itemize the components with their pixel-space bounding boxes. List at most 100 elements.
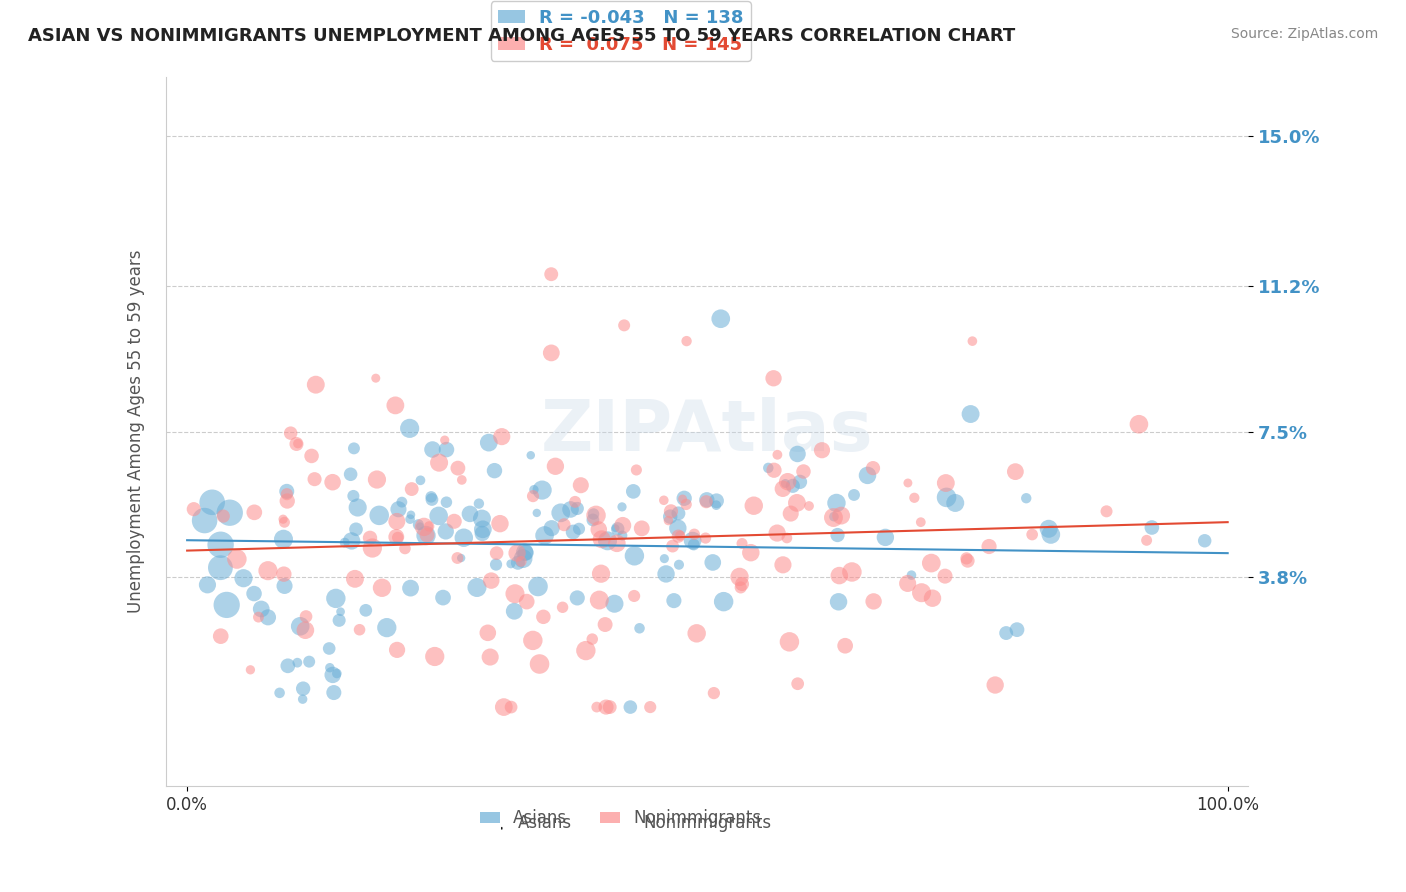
Asians: [1140, 520, 1163, 534]
Nonimmigrants: [491, 430, 513, 444]
Asians: [515, 546, 537, 560]
Asians: [612, 528, 634, 542]
Nonimmigrants: [510, 554, 533, 568]
Asians: [1038, 522, 1060, 536]
Nonimmigrants: [675, 498, 697, 512]
Asians: [499, 557, 522, 571]
Nonimmigrants: [273, 567, 295, 582]
Asians: [450, 551, 472, 566]
Nonimmigrants: [675, 334, 697, 348]
Asians: [319, 661, 342, 675]
Asians: [567, 591, 589, 605]
Asians: [471, 511, 494, 525]
Asians: [959, 407, 981, 421]
Nonimmigrants: [613, 318, 636, 333]
Nonimmigrants: [862, 461, 884, 475]
Asians: [935, 491, 957, 505]
Asians: [318, 641, 340, 656]
Nonimmigrants: [984, 678, 1007, 692]
Asians: [273, 579, 295, 593]
Asians: [292, 681, 315, 696]
Asians: [827, 595, 849, 609]
Nonimmigrants: [295, 609, 318, 624]
Nonimmigrants: [489, 516, 512, 531]
Nonimmigrants: [659, 504, 682, 518]
Nonimmigrants: [501, 700, 523, 714]
Asians: [322, 668, 344, 682]
Nonimmigrants: [322, 475, 344, 490]
Nonimmigrants: [695, 494, 717, 508]
Asians: [568, 522, 591, 536]
Nonimmigrants: [359, 531, 381, 545]
Asians: [995, 626, 1018, 640]
Nonimmigrants: [766, 526, 789, 541]
Asians: [1015, 491, 1038, 506]
Asians: [458, 507, 481, 521]
Asians: [582, 513, 605, 527]
Nonimmigrants: [1021, 527, 1043, 541]
Asians: [628, 621, 651, 635]
Nonimmigrants: [766, 448, 789, 462]
Nonimmigrants: [585, 700, 607, 714]
Asians: [606, 522, 628, 536]
Nonimmigrants: [612, 518, 634, 533]
Asians: [408, 517, 430, 532]
Nonimmigrants: [740, 546, 762, 560]
Nonimmigrants: [280, 426, 302, 441]
Asians: [673, 491, 696, 506]
Nonimmigrants: [956, 554, 979, 568]
Nonimmigrants: [772, 558, 794, 572]
Asians: [621, 484, 644, 499]
Asians: [215, 598, 238, 612]
Nonimmigrants: [661, 539, 683, 553]
Asians: [257, 610, 280, 624]
Asians: [662, 593, 685, 607]
Asians: [943, 496, 966, 510]
Nonimmigrants: [591, 533, 613, 547]
Asians: [328, 613, 350, 627]
Asians: [560, 502, 582, 516]
Nonimmigrants: [786, 496, 808, 510]
Asians: [782, 479, 804, 493]
Asians: [659, 509, 682, 524]
Nonimmigrants: [553, 517, 575, 532]
Asians: [527, 580, 550, 594]
Nonimmigrants: [589, 566, 612, 581]
Nonimmigrants: [531, 610, 554, 624]
Nonimmigrants: [522, 489, 544, 503]
Nonimmigrants: [921, 591, 943, 606]
Asians: [471, 526, 494, 541]
Asians: [704, 498, 727, 512]
Asians: [478, 435, 501, 450]
Nonimmigrants: [522, 633, 544, 648]
Nonimmigrants: [977, 540, 1000, 554]
Nonimmigrants: [606, 536, 628, 550]
Asians: [484, 464, 506, 478]
Asians: [409, 519, 432, 533]
Asians: [298, 655, 321, 669]
Nonimmigrants: [305, 377, 328, 392]
Asians: [194, 514, 217, 528]
Nonimmigrants: [1004, 465, 1026, 479]
Asians: [322, 685, 344, 699]
Nonimmigrants: [955, 551, 977, 566]
Asians: [512, 551, 534, 566]
Asians: [503, 604, 526, 618]
Asians: [682, 533, 704, 548]
Nonimmigrants: [540, 346, 562, 360]
Nonimmigrants: [301, 449, 323, 463]
Nonimmigrants: [626, 463, 648, 477]
Nonimmigrants: [1128, 417, 1150, 432]
Asians: [399, 512, 422, 526]
Asians: [775, 476, 797, 491]
Asians: [531, 483, 554, 497]
Asians: [434, 524, 457, 539]
Asians: [603, 597, 626, 611]
Nonimmigrants: [477, 625, 499, 640]
Asians: [610, 500, 633, 514]
Nonimmigrants: [897, 576, 920, 591]
Asians: [713, 594, 735, 608]
Asians: [842, 488, 865, 502]
Asians: [354, 603, 377, 617]
Nonimmigrants: [385, 530, 408, 544]
